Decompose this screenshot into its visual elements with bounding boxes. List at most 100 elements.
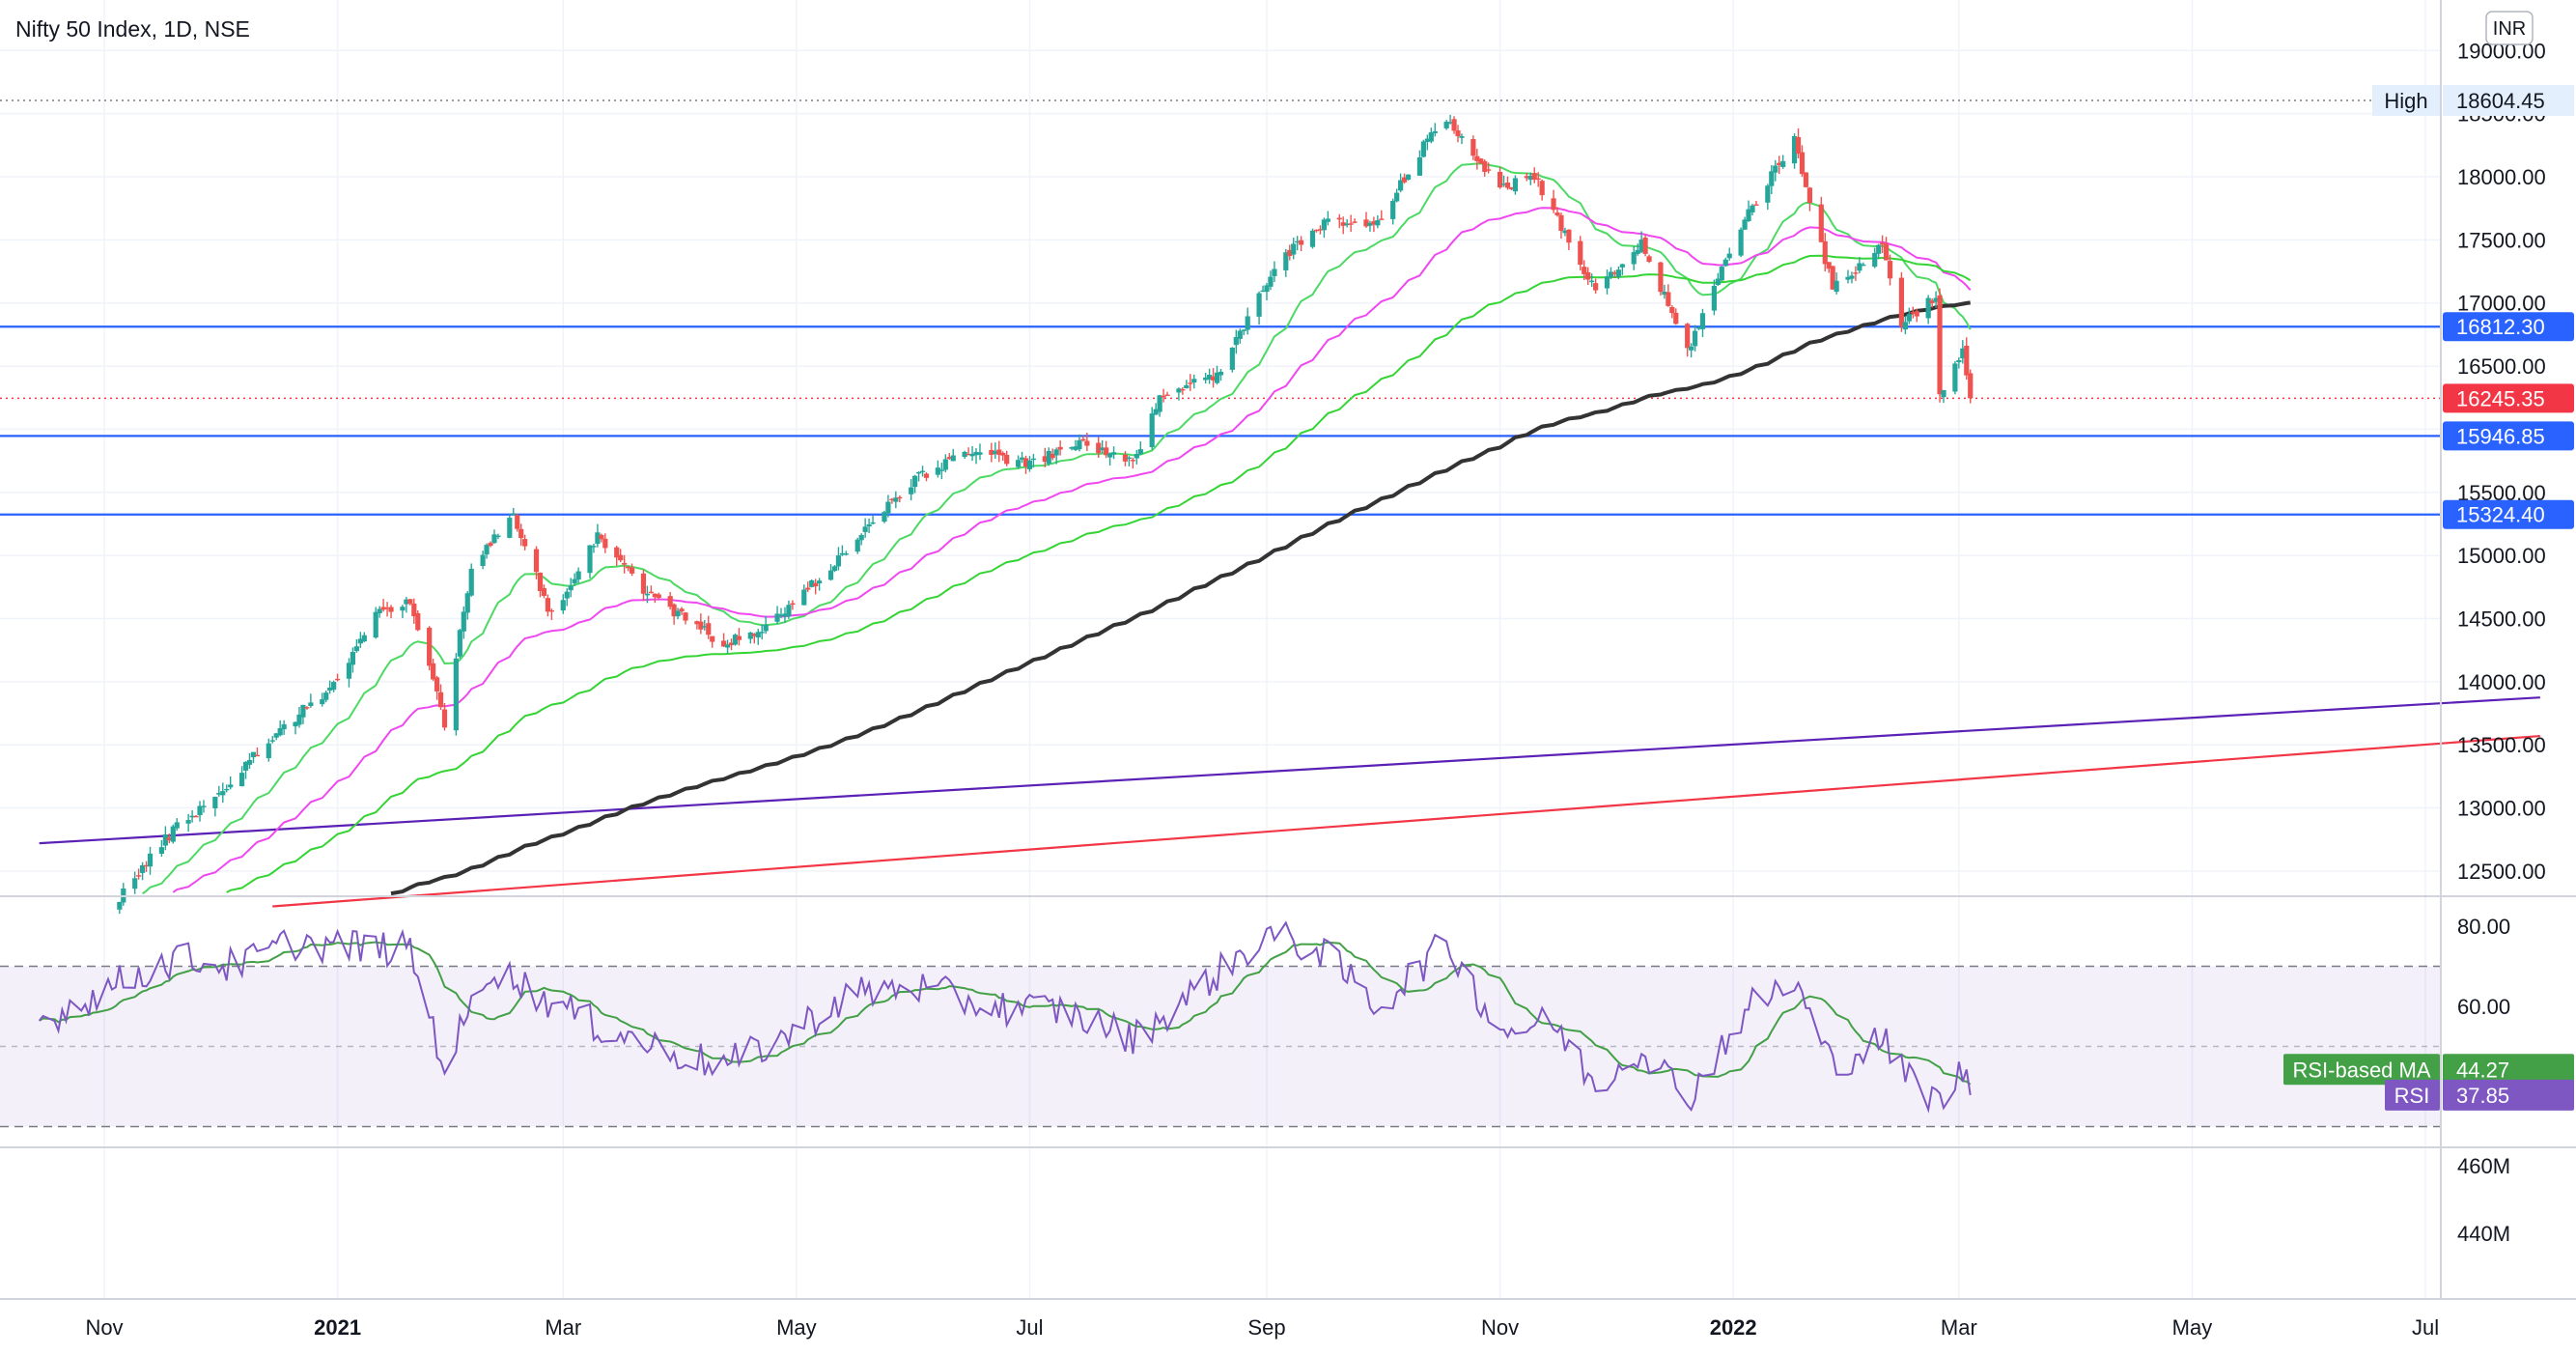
candle <box>1317 225 1324 235</box>
candle <box>1229 347 1235 373</box>
rsi-tick-label: 60.00 <box>2457 995 2510 1019</box>
candle <box>1726 247 1732 261</box>
candle-body <box>331 682 337 691</box>
time-tick-label: 2022 <box>1710 1315 1757 1340</box>
candle <box>1486 162 1492 174</box>
candle <box>989 442 994 463</box>
candle-body <box>866 523 872 527</box>
candle <box>331 680 337 692</box>
candle <box>1057 440 1063 456</box>
candle <box>996 440 1002 463</box>
candle-body <box>1164 394 1170 396</box>
candle-body <box>1715 278 1721 286</box>
candle <box>1884 237 1890 261</box>
candle-body <box>143 864 150 867</box>
candle <box>1638 231 1644 254</box>
candle <box>1689 343 1694 358</box>
candle-body <box>629 567 635 574</box>
candle-body <box>400 607 406 611</box>
rsi-tag <box>2385 1079 2440 1111</box>
candle <box>1176 387 1182 401</box>
candle-body <box>1635 249 1640 254</box>
candle <box>809 579 815 588</box>
candle <box>1527 172 1533 185</box>
candle-body <box>1019 457 1025 460</box>
candle-body <box>564 591 570 599</box>
candle-body <box>1611 272 1618 274</box>
candle-body <box>511 513 517 516</box>
candle-body <box>1880 242 1886 245</box>
candle <box>1604 269 1610 295</box>
candle-body <box>1941 389 1946 398</box>
candle-body <box>1619 264 1625 268</box>
candle <box>437 684 444 711</box>
candle-body <box>694 621 700 625</box>
candle <box>1646 254 1652 264</box>
ema-100-line <box>226 254 1972 893</box>
candle <box>1508 186 1515 191</box>
candle <box>969 445 975 462</box>
candle-body <box>308 702 314 707</box>
candle <box>1608 267 1614 279</box>
candle-body <box>507 518 513 538</box>
price-tick-label: 16500.00 <box>2457 354 2546 379</box>
time-tick-label: Nov <box>1481 1315 1519 1340</box>
candle <box>1096 437 1102 458</box>
candle-body <box>1206 375 1213 380</box>
candle <box>648 585 654 594</box>
candle <box>683 611 688 625</box>
candle-body <box>1432 130 1438 134</box>
candle <box>353 639 359 653</box>
candle-body <box>300 704 306 718</box>
candle-body <box>977 452 983 455</box>
candle-body <box>755 632 761 637</box>
candle <box>973 448 979 465</box>
candle-body <box>147 853 154 867</box>
candle-body <box>1313 229 1320 232</box>
candle <box>897 495 903 503</box>
last-price-label-bg <box>2443 383 2574 413</box>
candle-body <box>1849 275 1855 279</box>
candle-body <box>1589 280 1595 283</box>
candle-body <box>1608 271 1614 277</box>
candle <box>411 598 417 624</box>
rsi-value-bg <box>2443 1079 2574 1111</box>
candle <box>1753 200 1759 206</box>
candle <box>1130 457 1135 469</box>
candle-body <box>1126 457 1133 460</box>
candle <box>1669 305 1675 319</box>
high-value-text: 18604.45 <box>2456 89 2545 113</box>
candle <box>1562 227 1568 237</box>
candle-body <box>721 640 727 647</box>
candle <box>1084 433 1090 452</box>
candle <box>140 861 146 881</box>
candle <box>835 547 842 571</box>
candle <box>1233 329 1239 354</box>
candle <box>1535 172 1541 187</box>
candle <box>671 603 677 625</box>
candle <box>831 565 838 573</box>
candle <box>320 692 325 707</box>
candle <box>1218 369 1224 381</box>
candle <box>1134 449 1139 465</box>
currency-button[interactable]: INR <box>2485 11 2534 45</box>
candle <box>782 607 788 623</box>
candle-body <box>912 475 918 488</box>
candle <box>1188 374 1193 391</box>
candle-body <box>1371 221 1377 225</box>
candle-body <box>1884 243 1890 261</box>
candle-body <box>1512 178 1519 192</box>
candle <box>495 533 501 540</box>
currency-label: INR <box>2493 18 2526 40</box>
candle <box>384 602 390 617</box>
candle <box>1313 229 1320 233</box>
candle-body <box>1662 292 1667 296</box>
candle <box>1046 447 1051 466</box>
candle-body <box>1363 219 1369 227</box>
candle <box>522 534 528 550</box>
candle-body <box>224 788 230 791</box>
candle-body <box>962 451 967 457</box>
candle-body <box>1268 276 1274 287</box>
candle-body <box>1853 272 1859 274</box>
